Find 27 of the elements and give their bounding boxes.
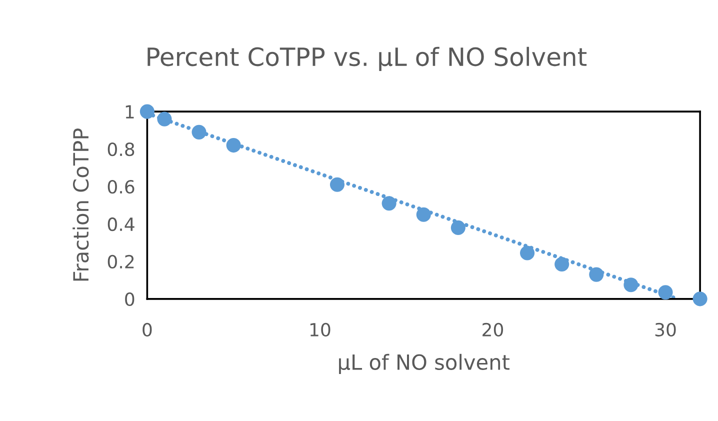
point [416, 207, 431, 222]
point [192, 124, 206, 140]
point [382, 196, 396, 211]
x-axis-title: µL of NO solvent [339, 354, 510, 374]
point [658, 285, 673, 300]
x-tick-label: 20 [482, 322, 504, 336]
point [330, 177, 345, 192]
x-tick-label: 0 [142, 322, 152, 336]
point [226, 138, 241, 153]
point [520, 246, 535, 260]
x-tick-label: 10 [310, 322, 330, 336]
x-tick-label: 30 [655, 322, 676, 336]
y-tick-label: 0.8 [108, 142, 134, 156]
y-axis-title: Fraction CoTPP [72, 128, 89, 281]
point [450, 220, 466, 236]
y-tick-label: 0 [125, 292, 134, 306]
y-tick-label: 0.2 [108, 254, 134, 269]
y-tick-label: 0.6 [108, 180, 134, 194]
point [140, 104, 154, 119]
y-tick-label: 1 [126, 105, 134, 118]
point [624, 278, 638, 292]
point [692, 292, 708, 306]
chart-title: Percent CoTPP vs. µL of NO Solvent [148, 46, 587, 72]
y-tick-label: 0.4 [108, 217, 134, 232]
point [554, 256, 570, 272]
point [157, 112, 172, 126]
point [589, 267, 604, 282]
